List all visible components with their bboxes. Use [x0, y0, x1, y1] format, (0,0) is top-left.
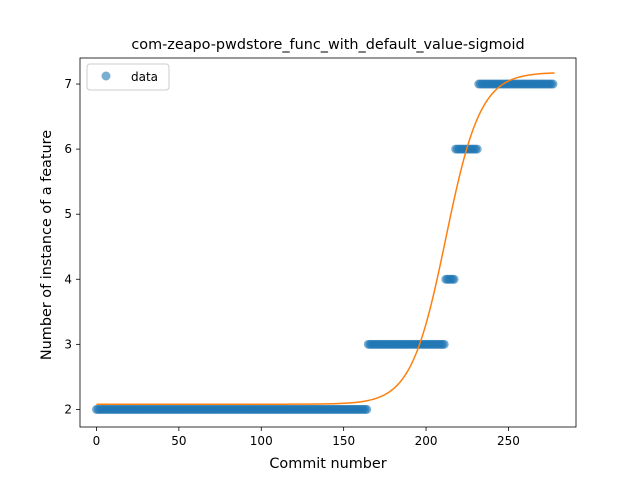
y-tick-label: 7 — [64, 77, 72, 91]
sigmoid-fit-line — [96, 72, 555, 405]
data-point — [439, 339, 449, 349]
plot-area — [91, 72, 558, 414]
legend-marker — [101, 71, 111, 81]
x-tick-label: 50 — [171, 434, 186, 448]
y-tick-label: 4 — [64, 272, 72, 286]
chart-title: com-zeapo-pwdstore_func_with_default_val… — [131, 37, 524, 53]
legend: data — [86, 63, 170, 91]
y-axis-label: Number of instance of a feature — [39, 130, 55, 360]
x-tick-label: 250 — [497, 434, 520, 448]
x-tick-label: 200 — [415, 434, 438, 448]
x-axis: 0 50 100 150 200 250 — [93, 427, 520, 448]
y-axis: 2 3 4 5 6 7 — [64, 77, 80, 416]
x-axis-label: Commit number — [269, 456, 386, 472]
data-point — [449, 274, 459, 284]
legend-label: data — [131, 70, 158, 84]
x-tick-label: 100 — [250, 434, 273, 448]
y-tick-label: 2 — [64, 402, 72, 416]
data-point — [472, 144, 482, 154]
axes-frame — [79, 57, 577, 428]
y-tick-label: 6 — [64, 142, 72, 156]
y-tick-label: 3 — [64, 337, 72, 351]
x-tick-label: 150 — [332, 434, 355, 448]
data-point — [362, 404, 372, 414]
legend-box — [86, 63, 170, 91]
x-tick-label: 0 — [93, 434, 101, 448]
data-series — [91, 79, 558, 414]
data-point — [548, 79, 558, 89]
y-tick-label: 5 — [64, 207, 72, 221]
